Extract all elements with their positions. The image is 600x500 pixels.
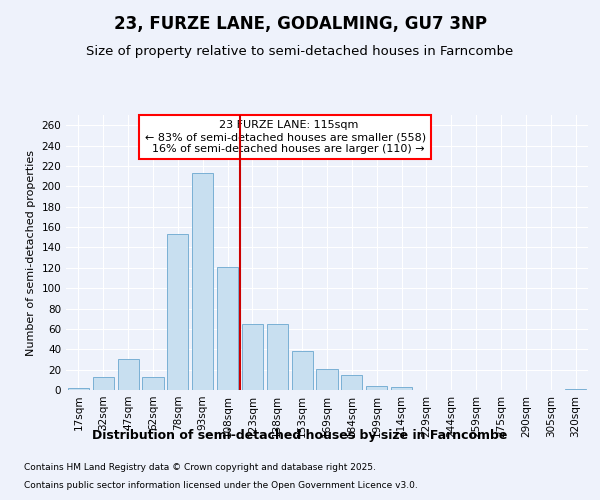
- Bar: [565, 389, 586, 390]
- Bar: [292, 352, 313, 390]
- Text: Size of property relative to semi-detached houses in Farncombe: Size of property relative to semi-detach…: [86, 45, 514, 58]
- Text: 23, FURZE LANE, GODALMING, GU7 3NP: 23, FURZE LANE, GODALMING, GU7 3NP: [113, 15, 487, 33]
- Bar: [118, 360, 139, 390]
- Text: 23 FURZE LANE: 115sqm
← 83% of semi-detached houses are smaller (558)
  16% of s: 23 FURZE LANE: 115sqm ← 83% of semi-deta…: [145, 120, 426, 154]
- Bar: [391, 387, 412, 390]
- Bar: [192, 173, 213, 390]
- Bar: [68, 388, 89, 390]
- Text: Contains HM Land Registry data © Crown copyright and database right 2025.: Contains HM Land Registry data © Crown c…: [24, 464, 376, 472]
- Text: Contains public sector information licensed under the Open Government Licence v3: Contains public sector information licen…: [24, 481, 418, 490]
- Bar: [366, 386, 387, 390]
- Y-axis label: Number of semi-detached properties: Number of semi-detached properties: [26, 150, 36, 356]
- Bar: [242, 324, 263, 390]
- Text: Distribution of semi-detached houses by size in Farncombe: Distribution of semi-detached houses by …: [92, 428, 508, 442]
- Bar: [217, 267, 238, 390]
- Bar: [316, 368, 338, 390]
- Bar: [93, 377, 114, 390]
- Bar: [142, 377, 164, 390]
- Bar: [167, 234, 188, 390]
- Bar: [341, 374, 362, 390]
- Bar: [267, 324, 288, 390]
